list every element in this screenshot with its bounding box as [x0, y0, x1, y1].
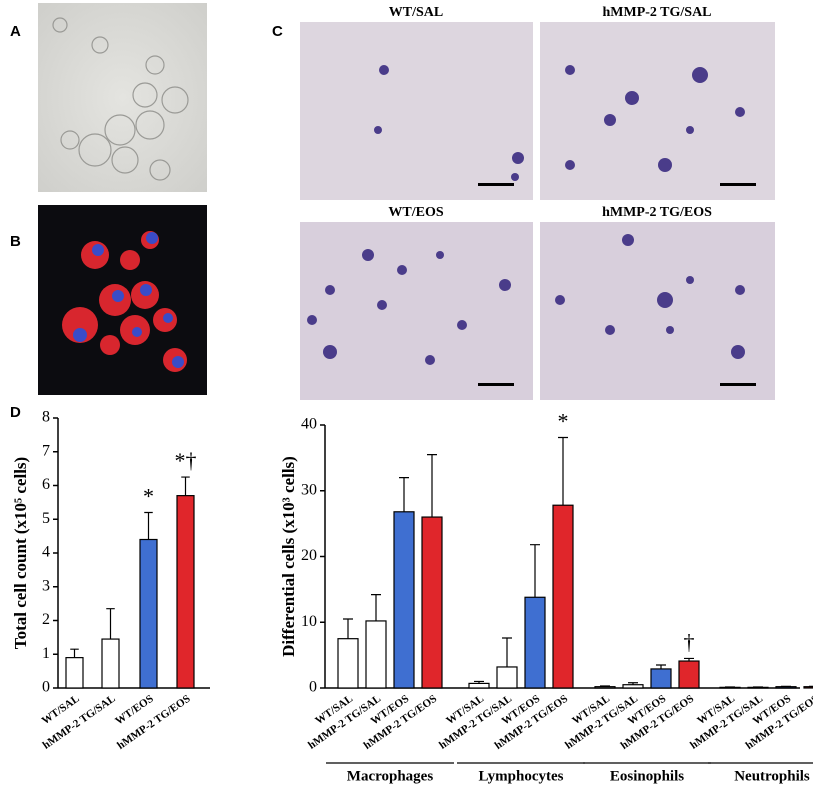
bar [468, 682, 490, 689]
y-tick-label: 20 [301, 547, 317, 564]
significance-marker: * [143, 484, 154, 509]
y-tick-label: 6 [42, 476, 50, 493]
y-tick-label: 40 [301, 416, 317, 433]
bar [552, 504, 574, 689]
bar [594, 686, 616, 689]
group-label: Macrophages [347, 768, 434, 784]
error-bar [530, 544, 540, 598]
error-bar [343, 618, 353, 639]
y-axis-label: Differential cells (x10³ cells) [279, 456, 298, 657]
bar [101, 638, 120, 689]
significance-marker: * [558, 409, 569, 434]
bar [139, 538, 158, 689]
error-bar [502, 637, 512, 667]
y-tick-label: 5 [42, 510, 50, 527]
bar [650, 668, 672, 689]
error-bar [558, 436, 568, 506]
y-tick-label: 7 [42, 442, 50, 459]
bar [65, 657, 84, 689]
micrograph-title: WT/EOS [388, 205, 443, 220]
error-bar [656, 664, 666, 669]
error-bar [628, 682, 638, 685]
error-bar [600, 685, 610, 687]
error-bar [181, 476, 190, 496]
micrograph-title: hMMP-2 TG/SAL [602, 5, 711, 20]
y-tick-label: 3 [42, 577, 50, 594]
bar [803, 686, 813, 689]
group-label: Lymphocytes [478, 768, 563, 784]
y-tick-label: 0 [42, 679, 50, 696]
bar [365, 620, 387, 689]
panel-label: A [10, 23, 21, 40]
y-tick-label: 4 [42, 544, 50, 561]
error-bar [684, 657, 694, 662]
bar [496, 666, 518, 689]
bar [524, 596, 546, 689]
group-label: Neutrophils [734, 768, 810, 784]
micrograph-c [300, 22, 775, 400]
bar [622, 684, 644, 689]
panel-label: D [10, 404, 21, 421]
bar [421, 516, 443, 689]
error-bar [144, 511, 153, 540]
significance-marker: † [684, 629, 695, 654]
y-axis-label: Total cell count (x10⁵ cells) [11, 457, 30, 649]
bar [176, 495, 195, 689]
error-bar [106, 608, 115, 640]
significance-marker: *† [175, 448, 197, 473]
micrograph-a [38, 3, 207, 192]
y-tick-label: 1 [42, 645, 50, 662]
group-label: Eosinophils [610, 768, 684, 784]
error-bar [399, 477, 409, 512]
bar [337, 638, 359, 689]
y-tick-label: 8 [42, 409, 50, 426]
error-bar [474, 680, 484, 684]
y-tick-label: 0 [309, 679, 317, 696]
micrograph-b [38, 205, 207, 395]
micrograph-title: hMMP-2 TG/EOS [602, 205, 712, 220]
error-bar [70, 648, 79, 658]
panel-label: B [10, 233, 21, 250]
micrograph-title: WT/SAL [389, 5, 443, 20]
error-bar [427, 453, 437, 518]
y-tick-label: 30 [301, 481, 317, 498]
panel-label: C [272, 23, 283, 40]
y-tick-label: 10 [301, 613, 317, 630]
bar [678, 660, 700, 689]
y-tick-label: 2 [42, 611, 50, 628]
error-bar [371, 594, 381, 621]
bar [393, 511, 415, 689]
